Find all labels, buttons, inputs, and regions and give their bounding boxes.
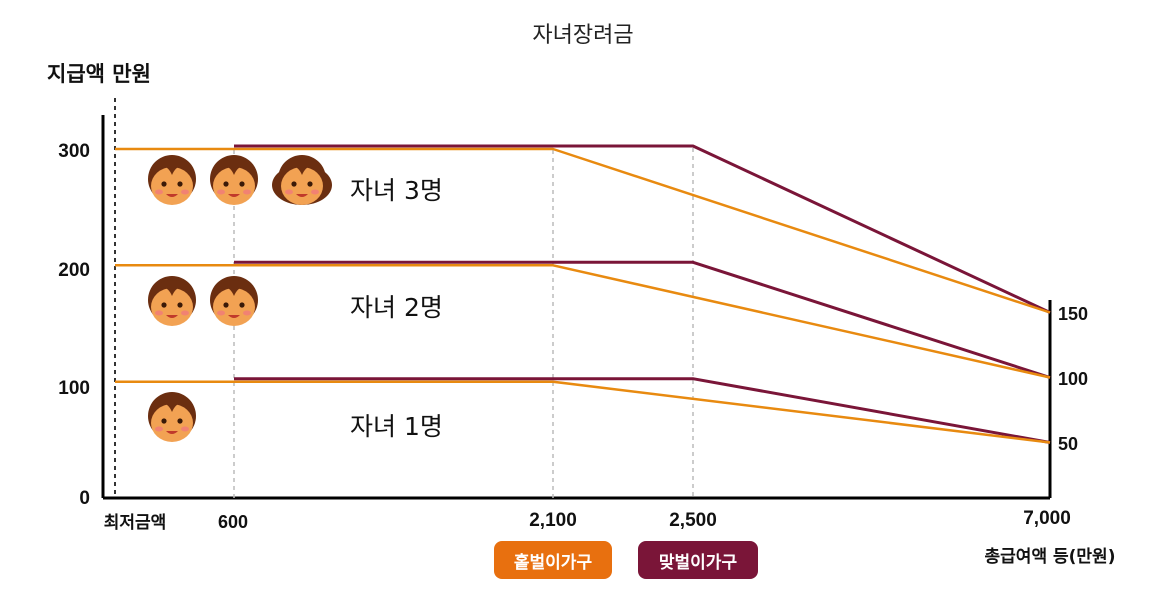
annotation-2-children: 자녀 2명 [350, 293, 443, 322]
right-tick-150: 150 [1058, 304, 1088, 324]
chart-title: 자녀장려금 [532, 23, 633, 48]
dual-earner-line-자녀2명 [234, 260, 1051, 379]
x-tick-600: 600 [218, 512, 248, 532]
child-face-icon [148, 155, 196, 205]
child-face-icon [210, 155, 258, 205]
child-face-icon [148, 392, 196, 442]
y-tick-100: 100 [58, 378, 90, 399]
single-earner-line-자녀1명 [115, 380, 1051, 444]
legend-dual-label: 맞벌이가구 [658, 552, 738, 573]
right-tick-50: 50 [1058, 434, 1078, 454]
single-earner-line-자녀3명 [115, 147, 1051, 314]
child-face-icon [272, 155, 332, 205]
single-earner-line-자녀2명 [115, 264, 1051, 379]
legend-single-label: 홑벌이가구 [513, 552, 593, 573]
annotation-1-children: 자녀 1명 [350, 412, 443, 441]
y-axis-label: 지급액 만원 [47, 62, 151, 86]
series-layer [115, 144, 1051, 444]
legend-single-earner: 홑벌이가구 [494, 541, 612, 579]
y-tick-300: 300 [58, 141, 90, 162]
y-tick-0: 0 [79, 488, 90, 509]
child-face-icon [148, 276, 196, 326]
legend-dual-earner: 맞벌이가구 [638, 541, 758, 579]
x-tick-min: 최저금액 [104, 513, 167, 533]
right-tick-100: 100 [1058, 369, 1088, 389]
y-tick-200: 200 [58, 260, 90, 281]
x-tick-2100: 2,100 [529, 510, 577, 531]
x-axis-label: 총급여액 등(만원) [985, 547, 1116, 567]
faces-layer [148, 155, 332, 442]
x-tick-7000: 7,000 [1023, 508, 1071, 529]
child-face-icon [210, 276, 258, 326]
dual-earner-line-자녀1명 [234, 377, 1051, 444]
annotation-3-children: 자녀 3명 [350, 176, 443, 205]
x-tick-2500: 2,500 [669, 510, 717, 531]
dual-earner-line-자녀3명 [234, 144, 1051, 314]
